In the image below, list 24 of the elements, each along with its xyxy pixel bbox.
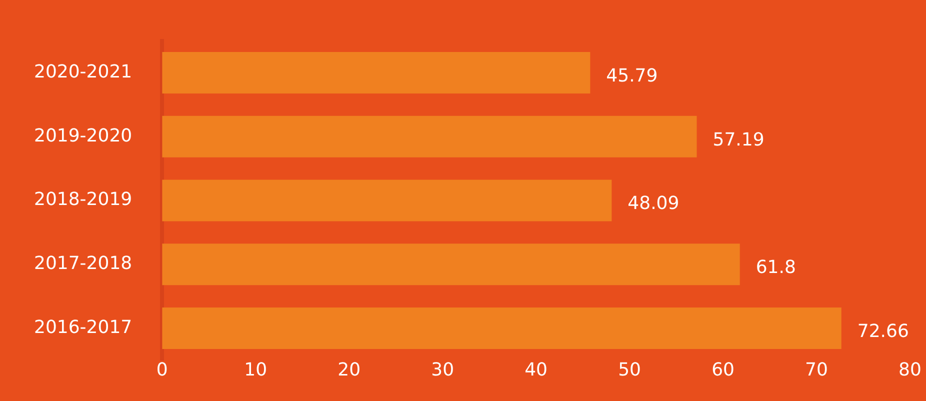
y-tick-label: 2019-2020 [34,125,132,146]
data-label: 45.79 [606,65,658,86]
x-tick-label: 70 [805,360,828,381]
data-label: 57.19 [712,129,764,150]
x-tick-label: 40 [524,360,548,381]
x-tick-label: 60 [712,360,734,381]
x-tick-label: 30 [431,360,454,381]
y-tick-label: 2020-2021 [34,61,132,82]
y-tick-label: 2016-2017 [34,316,132,338]
x-tick-label: 0 [156,360,168,381]
y-tick-label: 2018-2019 [34,189,132,210]
x-tick-label: 20 [338,360,361,381]
data-label: 72.66 [857,320,909,342]
bar [162,180,612,222]
data-label: 61.8 [756,257,796,278]
y-tick-label: 2017-2018 [34,253,132,274]
x-tick-label: 50 [618,360,641,381]
x-tick-label: 80 [898,360,922,381]
bar [162,52,590,94]
bar [162,116,697,158]
data-label: 48.09 [628,193,680,214]
bar [162,308,842,350]
bar [162,244,740,286]
x-tick-label: 10 [244,360,268,381]
